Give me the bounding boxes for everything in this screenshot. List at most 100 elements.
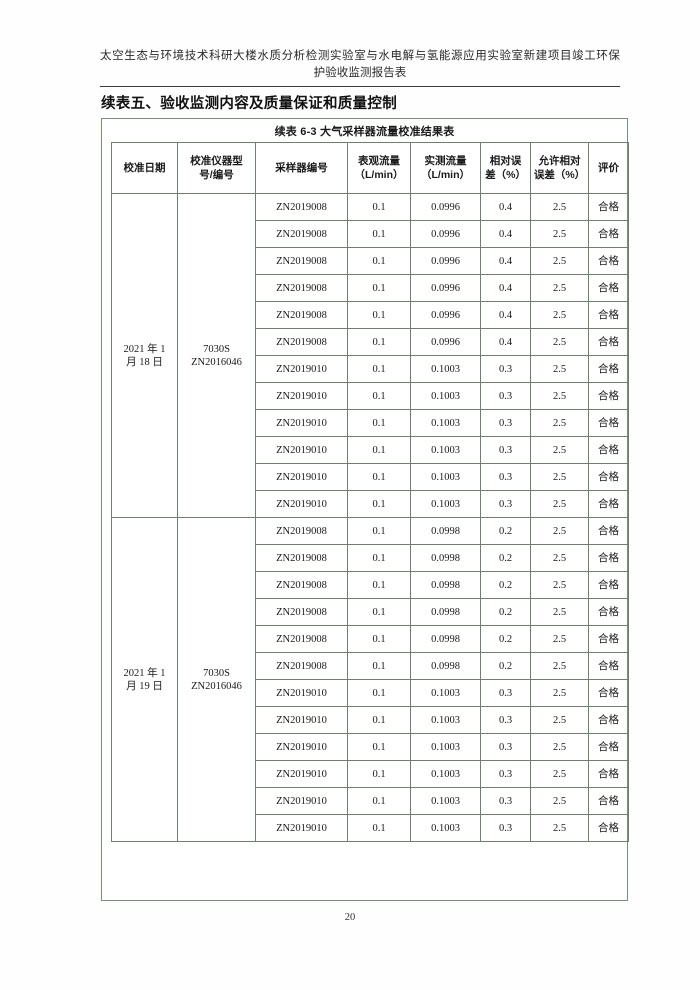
table-row: ZN2019010 0.1 0.1003 0.3 2.5 合格 — [112, 436, 629, 464]
sampler-serial-cell: ZN2019008 — [255, 571, 348, 599]
nominal-flow-cell: 0.1 — [347, 706, 411, 734]
relative-error-cell: 0.4 — [480, 220, 531, 248]
measured-flow-cell: 0.0998 — [410, 544, 481, 572]
allowed-error-cell: 2.5 — [530, 247, 589, 275]
nominal-flow-cell: 0.1 — [347, 544, 411, 572]
relative-error-cell: 0.4 — [480, 274, 531, 302]
nominal-flow-cell: 0.1 — [347, 436, 411, 464]
relative-error-cell: 0.3 — [480, 490, 531, 518]
column-header-date: 校准日期 — [111, 142, 178, 194]
calibration-results-table: 校准日期 校准仪器型 号/编号 采样器编号 表观流量 （L/min） 实测流量 （L/min）… — [111, 142, 629, 842]
nominal-flow-cell: 0.1 — [347, 382, 411, 410]
relative-error-cell: 0.3 — [480, 409, 531, 437]
table-header: 校准日期 校准仪器型 号/编号 采样器编号 表观流量 （L/min） 实测流量 （L/min）… — [111, 142, 629, 194]
relative-error-cell: 0.3 — [480, 436, 531, 464]
sampler-serial-cell: ZN2019008 — [255, 598, 348, 626]
sampler-serial-cell: ZN2019008 — [255, 652, 348, 680]
nominal-flow-cell: 0.1 — [347, 760, 411, 788]
measured-flow-cell: 0.1003 — [410, 679, 481, 707]
nominal-flow-cell: 0.1 — [347, 814, 411, 842]
nominal-flow-cell: 0.1 — [347, 193, 411, 221]
allowed-error-cell: 2.5 — [530, 679, 589, 707]
evaluation-cell: 合格 — [588, 733, 629, 761]
table-row: ZN2019008 0.1 0.0998 0.2 2.5 合格 — [112, 652, 629, 680]
evaluation-cell: 合格 — [588, 517, 629, 545]
column-header-tol: 允许相对 误差（%） — [530, 142, 589, 194]
measured-flow-cell: 0.1003 — [410, 787, 481, 815]
allowed-error-cell: 2.5 — [530, 814, 589, 842]
allowed-error-cell: 2.5 — [530, 328, 589, 356]
evaluation-cell: 合格 — [588, 625, 629, 653]
measured-flow-cell: 0.1003 — [410, 733, 481, 761]
column-header-line: （L/min） — [421, 169, 470, 181]
measured-flow-cell: 0.1003 — [410, 814, 481, 842]
sampler-serial-cell: ZN2019010 — [255, 409, 348, 437]
relative-error-cell: 0.3 — [480, 814, 531, 842]
evaluation-cell: 合格 — [588, 328, 629, 356]
nominal-flow-cell: 0.1 — [347, 733, 411, 761]
relative-error-cell: 0.2 — [480, 625, 531, 653]
page-number: 20 — [344, 912, 356, 923]
measured-flow-cell: 0.1003 — [410, 490, 481, 518]
allowed-error-cell: 2.5 — [530, 787, 589, 815]
nominal-flow-cell: 0.1 — [347, 517, 411, 545]
nominal-flow-cell: 0.1 — [347, 571, 411, 599]
measured-flow-cell: 0.0998 — [410, 652, 481, 680]
evaluation-cell: 合格 — [588, 247, 629, 275]
measured-flow-cell: 0.0998 — [410, 517, 481, 545]
allowed-error-cell: 2.5 — [530, 652, 589, 680]
calibration-instrument-line: 7030S — [203, 343, 230, 355]
sampler-serial-cell: ZN2019008 — [255, 301, 348, 329]
header-divider-rule — [100, 86, 620, 87]
relative-error-cell: 0.3 — [480, 706, 531, 734]
measured-flow-cell: 0.1003 — [410, 436, 481, 464]
sampler-serial-cell: ZN2019010 — [255, 355, 348, 383]
relative-error-cell: 0.3 — [480, 760, 531, 788]
table-header-row: 校准日期 校准仪器型 号/编号 采样器编号 表观流量 （L/min） 实测流量 （L/min）… — [111, 142, 629, 194]
allowed-error-cell: 2.5 — [530, 706, 589, 734]
allowed-error-cell: 2.5 — [530, 220, 589, 248]
allowed-error-cell: 2.5 — [530, 544, 589, 572]
nominal-flow-cell: 0.1 — [347, 274, 411, 302]
running-header: 太空生态与环境技术科研大楼水质分析检测实验室与水电解与氢能源应用实验室新建项目竣… — [100, 48, 620, 82]
evaluation-cell: 合格 — [588, 652, 629, 680]
allowed-error-cell: 2.5 — [530, 355, 589, 383]
calibration-instrument-line: ZN2016046 — [191, 680, 242, 692]
table-row: ZN2019010 0.1 0.1003 0.3 2.5 合格 — [112, 463, 629, 491]
table-row: ZN2019008 0.1 0.0996 0.4 2.5 合格 — [112, 301, 629, 329]
sampler-serial-cell: ZN2019010 — [255, 787, 348, 815]
nominal-flow-cell: 0.1 — [347, 490, 411, 518]
evaluation-cell: 合格 — [588, 193, 629, 221]
calibration-instrument-cell: 7030S ZN2016046 — [177, 193, 256, 518]
relative-error-cell: 0.3 — [480, 382, 531, 410]
measured-flow-cell: 0.1003 — [410, 463, 481, 491]
nominal-flow-cell: 0.1 — [347, 463, 411, 491]
evaluation-cell: 合格 — [588, 787, 629, 815]
allowed-error-cell: 2.5 — [530, 517, 589, 545]
sampler-serial-cell: ZN2019008 — [255, 274, 348, 302]
measured-flow-cell: 0.0998 — [410, 598, 481, 626]
table-row: ZN2019008 0.1 0.0998 0.2 2.5 合格 — [112, 571, 629, 599]
relative-error-cell: 0.2 — [480, 517, 531, 545]
allowed-error-cell: 2.5 — [530, 436, 589, 464]
table-row: ZN2019010 0.1 0.1003 0.3 2.5 合格 — [112, 814, 629, 842]
measured-flow-cell: 0.1003 — [410, 760, 481, 788]
nominal-flow-cell: 0.1 — [347, 355, 411, 383]
nominal-flow-cell: 0.1 — [347, 598, 411, 626]
sampler-serial-cell: ZN2019010 — [255, 490, 348, 518]
running-header-line-2: 护验收监测报告表 — [313, 67, 407, 79]
measured-flow-cell: 0.0996 — [410, 274, 481, 302]
measured-flow-cell: 0.1003 — [410, 382, 481, 410]
relative-error-cell: 0.3 — [480, 787, 531, 815]
evaluation-cell: 合格 — [588, 490, 629, 518]
evaluation-cell: 合格 — [588, 679, 629, 707]
table-row: ZN2019010 0.1 0.1003 0.3 2.5 合格 — [112, 733, 629, 761]
table-row: ZN2019008 0.1 0.0996 0.4 2.5 合格 — [112, 274, 629, 302]
sampler-serial-cell: ZN2019010 — [255, 814, 348, 842]
nominal-flow-cell: 0.1 — [347, 652, 411, 680]
